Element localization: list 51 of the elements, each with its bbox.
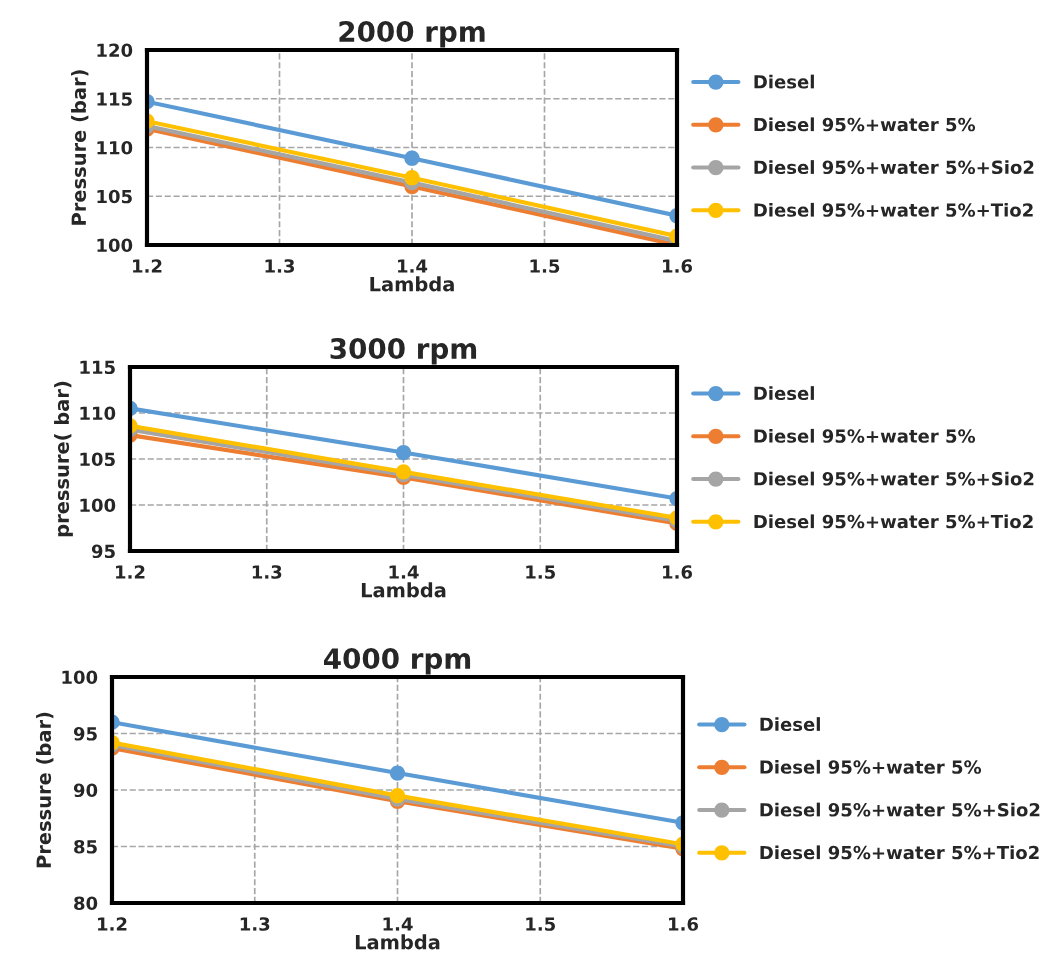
- chart-title: 3000 rpm: [330, 338, 477, 365]
- x-tick-label: 1.6: [663, 565, 693, 579]
- y-tick-label: 100: [80, 498, 116, 513]
- legend-label: Diesel 95%+water 5%+Sio2: [760, 802, 1040, 817]
- y-axis-title: pressure( bar): [54, 381, 73, 537]
- y-tick-label: 110: [97, 140, 133, 155]
- y-tick-label: 105: [97, 189, 132, 204]
- y-tick-label: 115: [97, 92, 132, 106]
- x-tick-label: 1.5: [526, 565, 555, 579]
- x-tick-label: 1.4: [383, 917, 413, 931]
- x-tick-label: 1.6: [669, 917, 699, 931]
- legend-label: Diesel: [754, 74, 814, 89]
- y-tick-label: 85: [74, 839, 97, 854]
- y-axis-title: Pressure (bar): [36, 712, 54, 868]
- x-tick-label: 1.6: [663, 259, 693, 273]
- legend-label: Diesel 95%+water 5%: [754, 117, 976, 132]
- x-tick-label: 1.3: [265, 259, 295, 273]
- x-tick-label: 1.3: [252, 565, 282, 579]
- legend-label: Diesel 95%+water 5%+Tio2: [754, 202, 1033, 217]
- y-tick-label: 110: [80, 406, 116, 421]
- legend-label: Diesel 95%+water 5%+Tio2: [754, 514, 1033, 529]
- y-tick-label: 105: [80, 452, 115, 467]
- x-axis-title: Lambda: [355, 934, 440, 950]
- x-tick-label: 1.5: [526, 917, 555, 931]
- x-tick-label: 1.2: [133, 259, 162, 273]
- x-tick-label: 1.2: [116, 565, 145, 579]
- legend-label: Diesel: [754, 386, 814, 401]
- y-tick-label: 115: [80, 360, 115, 375]
- y-tick-label: 80: [74, 896, 98, 911]
- y-tick-label: 120: [97, 43, 133, 58]
- legend-label: Diesel 95%+water 5%+Tio2: [760, 845, 1039, 860]
- x-tick-label: 1.3: [240, 917, 270, 931]
- x-tick-label: 1.4: [398, 259, 428, 273]
- legend-label: Diesel 95%+water 5%: [760, 759, 982, 774]
- y-tick-label: 100: [97, 238, 133, 253]
- y-tick-label: 95: [91, 544, 115, 559]
- y-tick-label: 95: [73, 726, 97, 741]
- x-tick-label: 1.4: [389, 565, 419, 579]
- y-tick-label: 100: [62, 670, 98, 685]
- chart-title: 2000 rpm: [339, 21, 485, 48]
- legend-label: Diesel 95%+water 5%+Sio2: [754, 160, 1034, 175]
- chart-title: 4000 rpm: [324, 648, 471, 675]
- x-axis-title: Lambda: [361, 582, 446, 598]
- legend-label: Diesel 95%+water 5%+Sio2: [754, 471, 1034, 486]
- x-tick-label: 1.2: [98, 917, 127, 931]
- x-tick-label: 1.5: [530, 259, 560, 273]
- x-axis-title: Lambda: [370, 276, 454, 292]
- y-axis-title: Pressure (bar): [71, 70, 89, 225]
- legend-label: Diesel 95%+water 5%: [754, 428, 976, 443]
- y-tick-label: 90: [73, 783, 98, 798]
- legend-label: Diesel: [760, 717, 820, 732]
